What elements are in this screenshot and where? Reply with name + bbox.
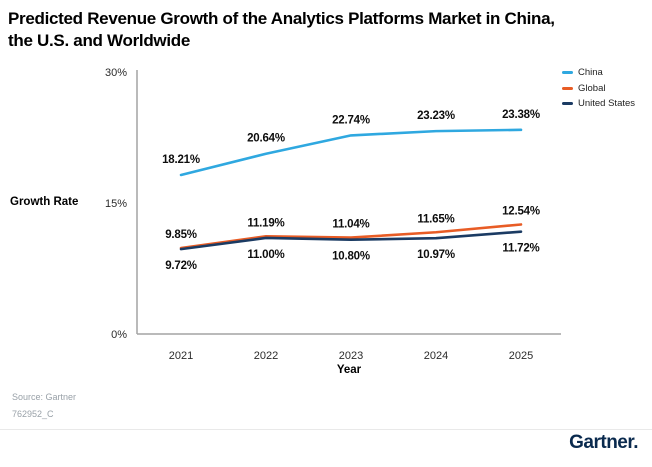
x-tick-label: 2023: [339, 350, 363, 362]
series-line-china: [179, 128, 523, 177]
chart-plot: 0% 15% 30% 2021 2022 2023 2024 2025 18.21% 20.64%…: [105, 67, 561, 362]
data-label: 18.21%: [162, 154, 200, 166]
legend-item-global: Global: [562, 83, 635, 94]
legend: China Global United States: [562, 67, 635, 109]
data-label: 11.19%: [247, 217, 284, 229]
data-label: 10.80%: [332, 251, 370, 263]
global-line-swatch-icon: [562, 86, 573, 90]
united-states-line-swatch-icon: [562, 102, 573, 105]
data-label: 9.85%: [165, 229, 197, 241]
data-label: 10.97%: [417, 249, 455, 261]
data-label: 23.23%: [417, 110, 455, 122]
y-tick-label: 15%: [105, 198, 127, 210]
china-line-swatch-icon: [562, 71, 573, 74]
y-axis-title: Growth Rate: [10, 196, 79, 208]
gartner-logo: Gartner.: [569, 432, 638, 453]
series-line-global: [179, 223, 523, 250]
footer-divider: [0, 429, 652, 430]
x-tick-label: 2021: [169, 350, 193, 362]
y-tick-label: 0%: [111, 329, 127, 341]
data-label: 11.65%: [417, 213, 454, 225]
chart-title-line1: Predicted Revenue Growth of the Analytic…: [8, 9, 555, 28]
data-label: 9.72%: [165, 260, 197, 272]
legend-item-china: China: [562, 67, 635, 78]
legend-label-global: Global: [578, 82, 606, 94]
chart-title: Predicted Revenue Growth of the Analytic…: [8, 8, 628, 52]
source-line2: 762952_C: [12, 409, 54, 419]
data-label: 20.64%: [247, 133, 285, 145]
chart-title-line2: the U.S. and Worldwide: [8, 31, 190, 50]
x-tick-label: 2025: [509, 350, 533, 362]
legend-label-united-states: United States: [578, 98, 636, 109]
x-tick-label: 2024: [424, 350, 448, 362]
x-tick-label: 2022: [254, 350, 278, 362]
legend-label-china: China: [578, 67, 603, 78]
legend-item-united-states: United States: [562, 98, 635, 109]
data-label: 11.00%: [247, 249, 284, 261]
series-line-united-states: [179, 230, 523, 251]
data-label: 11.72%: [502, 243, 539, 255]
y-tick-label: 30%: [105, 67, 127, 79]
source-note: Source: Gartner 762952_C: [12, 389, 76, 423]
x-axis-title: Year: [336, 364, 362, 376]
data-label: 12.54%: [502, 205, 540, 217]
data-label: 11.04%: [332, 219, 369, 231]
data-label: 23.38%: [502, 109, 540, 121]
data-label: 22.74%: [332, 114, 370, 126]
source-line1: Source: Gartner: [12, 392, 77, 402]
